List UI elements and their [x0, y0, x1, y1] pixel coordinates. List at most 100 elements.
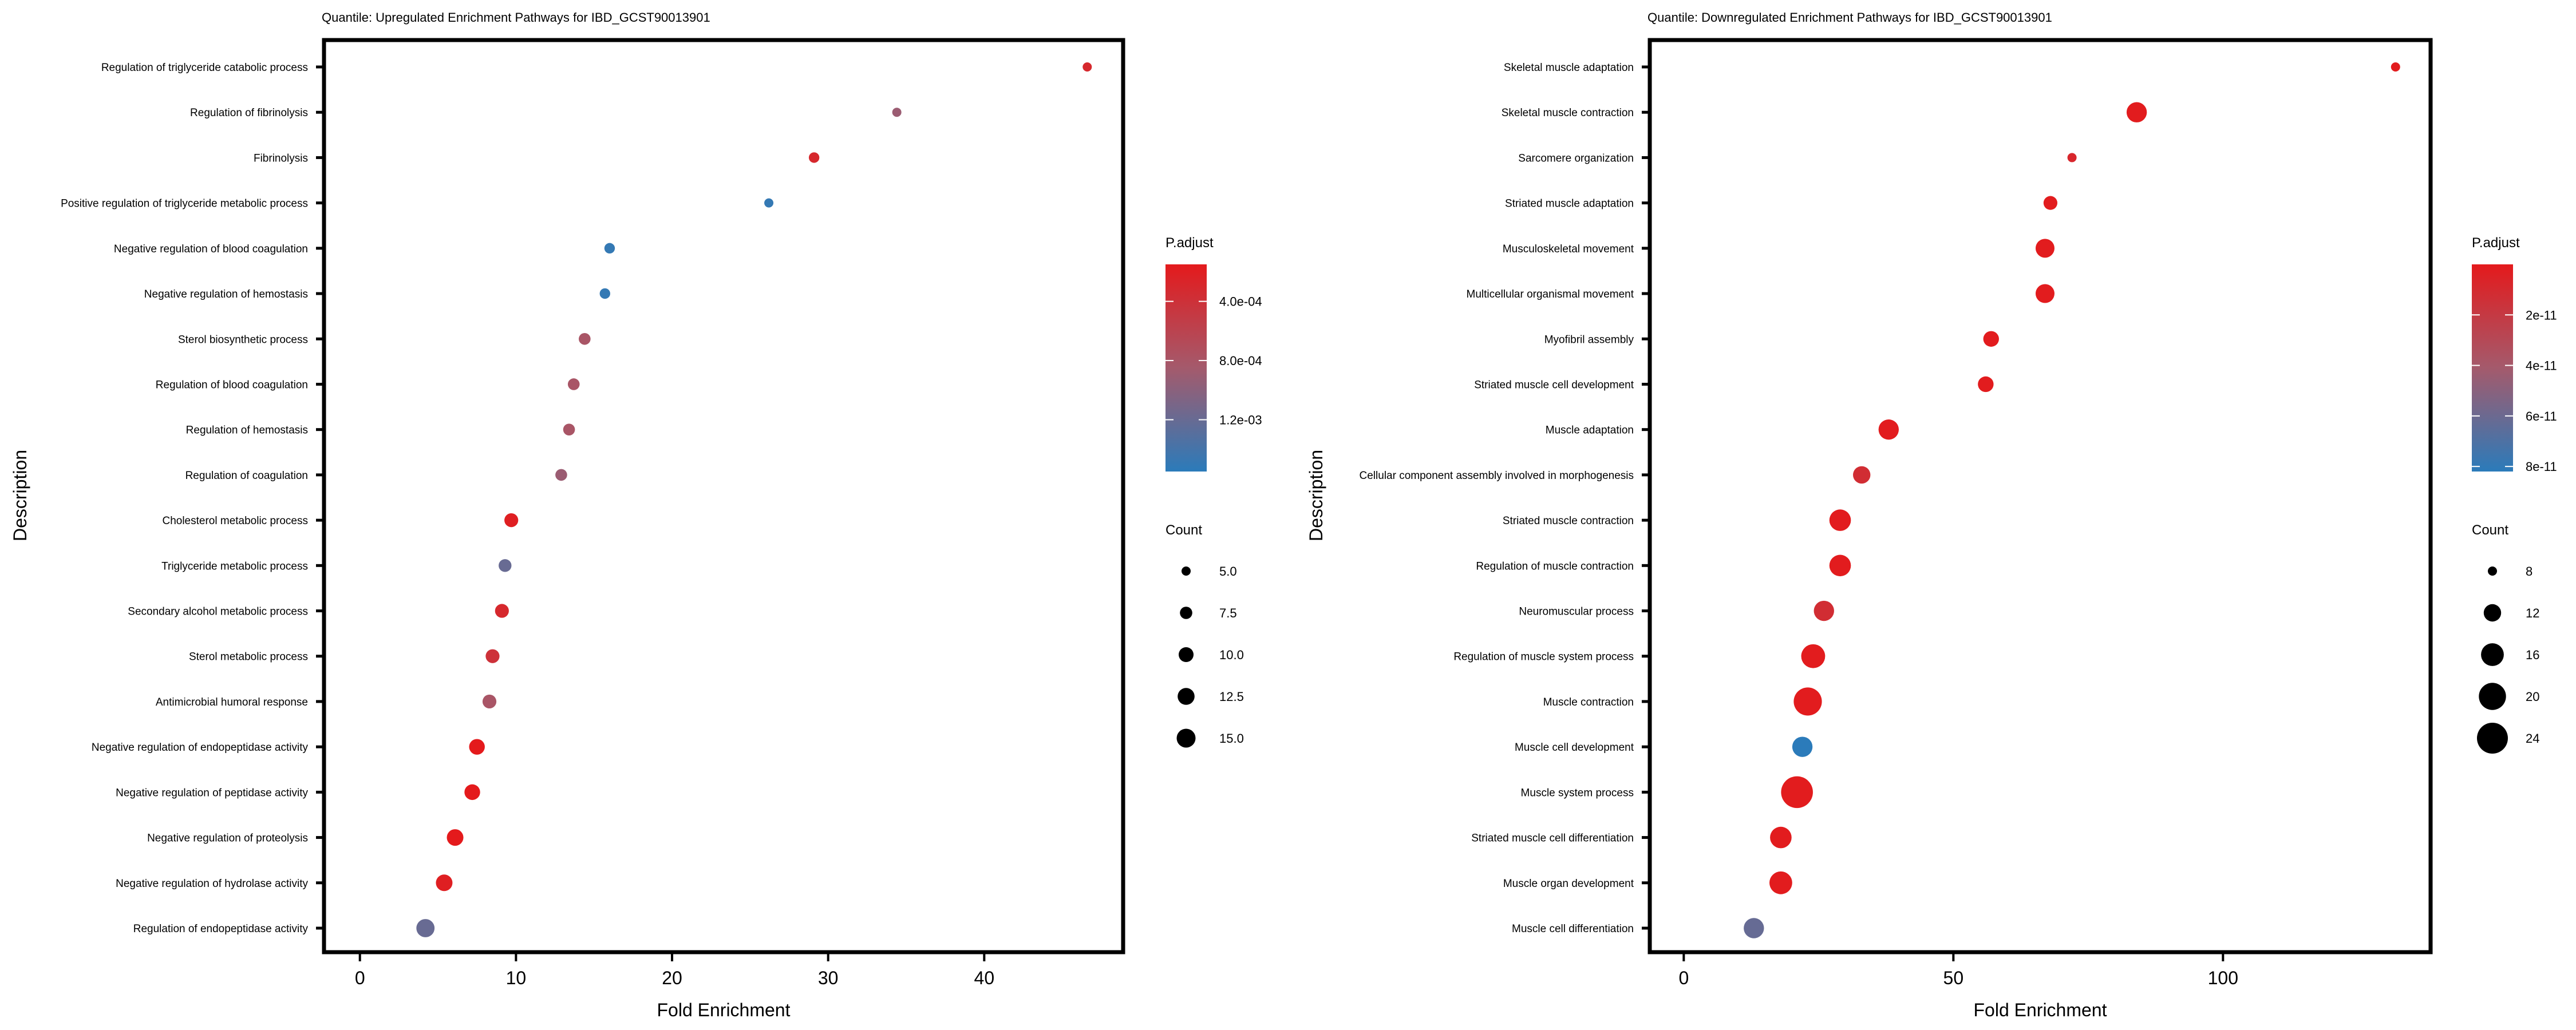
data-point: [764, 198, 774, 208]
y-tick-label: Muscle contraction: [1543, 696, 1634, 708]
size-legend-label: 10.0: [1219, 648, 1244, 662]
y-tick-label: Multicellular organismal movement: [1467, 288, 1634, 300]
colorbar-tick-label: 4.0e-04: [1219, 295, 1262, 309]
colorbar: [1165, 264, 1207, 472]
panel-downregulated: Quantile: Downregulated Enrichment Pathw…: [1306, 10, 2557, 1020]
y-tick-label: Skeletal muscle adaptation: [1504, 62, 1634, 74]
size-legend-dot: [1180, 607, 1192, 619]
y-tick-label: Negative regulation of hydrolase activit…: [116, 878, 308, 890]
data-point: [1829, 554, 1851, 577]
size-legend-dot: [2479, 683, 2506, 710]
x-tick-label: 30: [818, 968, 839, 988]
data-point: [1744, 918, 1764, 938]
y-tick-label: Skeletal muscle contraction: [1502, 107, 1634, 119]
y-tick-labels: Skeletal muscle adaptation Skeletal muscl…: [1360, 62, 1650, 935]
data-point: [892, 108, 902, 117]
y-tick-label: Sterol metabolic process: [189, 651, 308, 663]
data-point: [1769, 871, 1792, 894]
size-legend-dot: [2483, 604, 2502, 622]
y-tick-label: Regulation of muscle contraction: [1476, 560, 1634, 572]
y-tick-label: Negative regulation of hemostasis: [144, 288, 308, 300]
chart-title: Quantile: Upregulated Enrichment Pathway…: [322, 10, 710, 25]
size-legend-label: 7.5: [1219, 606, 1237, 620]
size-legend-dot: [1179, 647, 1194, 662]
legend-count: Count 5.0 7.5 10.0 12.5 15.0: [1165, 522, 1244, 748]
x-axis-title: Fold Enrichment: [1974, 1000, 2107, 1020]
x-tick-label: 0: [355, 968, 365, 988]
size-legend-dot: [2477, 723, 2508, 754]
legend-padjust: P.adjust 4.0e-04 8.0e-04 1.2e-03: [1165, 235, 1262, 472]
data-point: [1978, 376, 1994, 393]
x-tick-label: 0: [1678, 968, 1689, 988]
plot-frame: [322, 38, 1125, 954]
data-point: [1801, 644, 1826, 668]
y-tick-label: Sarcomere organization: [1518, 152, 1634, 164]
size-legend-label: 12.5: [1219, 690, 1244, 704]
data-point: [2035, 239, 2055, 258]
data-point: [567, 378, 580, 390]
y-tick-label: Negative regulation of endopeptidase act…: [92, 742, 309, 754]
size-legend-dot: [2488, 566, 2497, 576]
y-tick-label: Triglyceride metabolic process: [161, 560, 308, 572]
data-point: [1983, 331, 1999, 347]
data-point: [1814, 600, 1834, 621]
y-tick-label: Muscle cell development: [1515, 742, 1634, 754]
size-legend-label: 5.0: [1219, 564, 1237, 579]
data-point: [469, 739, 485, 755]
size-legend-label: 12: [2526, 606, 2539, 620]
data-point: [1878, 419, 1899, 440]
data-point: [482, 694, 497, 709]
data-point: [1792, 736, 1813, 757]
y-tick-label: Negative regulation of proteolysis: [147, 833, 308, 845]
data-point: [495, 604, 509, 618]
x-tick-label: 50: [1943, 968, 1964, 988]
data-point: [2035, 284, 2055, 303]
colorbar-tick-label: 6e-11: [2526, 409, 2557, 423]
y-tick-label: Negative regulation of peptidase activit…: [116, 787, 308, 799]
data-point: [2043, 196, 2057, 210]
data-point: [485, 649, 500, 663]
size-legend-dot: [2481, 643, 2504, 666]
y-axis-title: Description: [10, 450, 30, 541]
legend-padjust: P.adjust 2e-11 4e-11 6e-11 8e-11: [2472, 235, 2557, 474]
y-tick-label: Muscle adaptation: [1546, 425, 1634, 437]
data-point: [1082, 62, 1092, 72]
size-legend-dot: [1182, 566, 1191, 576]
size-legend-label: 15.0: [1219, 731, 1244, 746]
legend-title: P.adjust: [1165, 235, 1214, 251]
data-point: [447, 829, 464, 846]
y-tick-label: Myofibril assembly: [1544, 334, 1634, 346]
x-tick-label: 40: [974, 968, 995, 988]
size-legend-label: 20: [2526, 690, 2539, 704]
plot-frame: [1647, 38, 2433, 954]
size-legend-dot: [1176, 728, 1196, 748]
y-tick-label: Cellular component assembly involved in …: [1360, 470, 1634, 482]
colorbar-tick-label: 8.0e-04: [1219, 354, 1262, 368]
data-point: [504, 513, 519, 528]
y-tick-labels: Regulation of triglyceride catabolic pro…: [61, 62, 324, 935]
data-point: [464, 784, 480, 801]
legend-title: P.adjust: [2472, 235, 2520, 251]
y-tick-label: Regulation of coagulation: [185, 470, 308, 482]
data-point: [555, 469, 567, 481]
data-point: [2126, 102, 2147, 122]
colorbar: [2472, 264, 2513, 472]
y-tick-label: Regulation of muscle system process: [1453, 651, 1634, 663]
size-legend-dot: [1178, 688, 1195, 705]
legend-title: Count: [1165, 522, 1202, 538]
y-tick-label: Striated muscle cell differentiation: [1471, 833, 1634, 845]
colorbar-tick-label: 1.2e-03: [1219, 413, 1262, 427]
data-point: [808, 152, 820, 163]
y-tick-label: Negative regulation of blood coagulation: [114, 243, 308, 255]
size-legend-label: 16: [2526, 648, 2539, 662]
colorbar-tick-label: 8e-11: [2526, 459, 2557, 474]
x-ticks: 0 10 20 30 40: [355, 952, 994, 988]
y-tick-label: Antimicrobial humoral response: [156, 696, 308, 708]
y-tick-label: Secondary alcohol metabolic process: [128, 606, 308, 618]
y-tick-label: Musculoskeletal movement: [1503, 243, 1634, 255]
y-tick-label: Regulation of blood coagulation: [156, 379, 308, 391]
x-tick-label: 100: [2208, 968, 2238, 988]
y-tick-label: Regulation of hemostasis: [186, 425, 308, 437]
y-tick-label: Muscle organ development: [1503, 878, 1634, 890]
